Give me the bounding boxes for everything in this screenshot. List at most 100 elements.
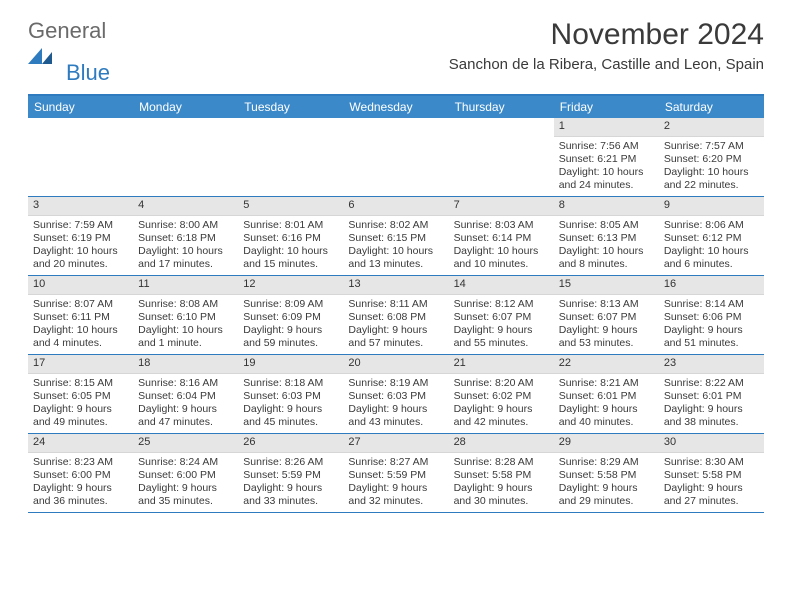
brand-part1: General (28, 18, 106, 43)
daylight1-text: Daylight: 10 hours (559, 166, 654, 179)
cell-body: Sunrise: 8:28 AMSunset: 5:58 PMDaylight:… (449, 453, 554, 512)
day-number: 30 (659, 434, 764, 453)
cell-body: Sunrise: 8:26 AMSunset: 5:59 PMDaylight:… (238, 453, 343, 512)
cell-body: Sunrise: 8:05 AMSunset: 6:13 PMDaylight:… (554, 216, 659, 275)
calendar-week-row: 1Sunrise: 7:56 AMSunset: 6:21 PMDaylight… (28, 118, 764, 197)
sunrise-text: Sunrise: 8:08 AM (138, 298, 233, 311)
sunset-text: Sunset: 5:58 PM (664, 469, 759, 482)
day-number: 23 (659, 355, 764, 374)
cell-body: Sunrise: 8:18 AMSunset: 6:03 PMDaylight:… (238, 374, 343, 433)
calendar-cell: 12Sunrise: 8:09 AMSunset: 6:09 PMDayligh… (238, 276, 343, 354)
daylight2-text: and 8 minutes. (559, 258, 654, 271)
daylight1-text: Daylight: 10 hours (559, 245, 654, 258)
daylight2-text: and 29 minutes. (559, 495, 654, 508)
weekday-header: Friday (554, 96, 659, 118)
calendar-cell: 22Sunrise: 8:21 AMSunset: 6:01 PMDayligh… (554, 355, 659, 433)
sunrise-text: Sunrise: 8:02 AM (348, 219, 443, 232)
day-number: 21 (449, 355, 554, 374)
daylight2-text: and 36 minutes. (33, 495, 128, 508)
cell-body: Sunrise: 8:14 AMSunset: 6:06 PMDaylight:… (659, 295, 764, 354)
calendar-cell: 16Sunrise: 8:14 AMSunset: 6:06 PMDayligh… (659, 276, 764, 354)
weekday-header: Wednesday (343, 96, 448, 118)
calendar-cell: 18Sunrise: 8:16 AMSunset: 6:04 PMDayligh… (133, 355, 238, 433)
daylight1-text: Daylight: 9 hours (454, 403, 549, 416)
daylight2-text: and 20 minutes. (33, 258, 128, 271)
daylight2-text: and 6 minutes. (664, 258, 759, 271)
sunrise-text: Sunrise: 8:23 AM (33, 456, 128, 469)
sunset-text: Sunset: 6:01 PM (559, 390, 654, 403)
day-number: 26 (238, 434, 343, 453)
sunset-text: Sunset: 6:03 PM (243, 390, 338, 403)
calendar-cell: 4Sunrise: 8:00 AMSunset: 6:18 PMDaylight… (133, 197, 238, 275)
daylight1-text: Daylight: 9 hours (664, 403, 759, 416)
daylight2-text: and 27 minutes. (664, 495, 759, 508)
day-number: 28 (449, 434, 554, 453)
day-number: 16 (659, 276, 764, 295)
daylight2-text: and 55 minutes. (454, 337, 549, 350)
calendar-cell (449, 118, 554, 196)
sunrise-text: Sunrise: 8:27 AM (348, 456, 443, 469)
sunset-text: Sunset: 6:07 PM (559, 311, 654, 324)
sunrise-text: Sunrise: 8:11 AM (348, 298, 443, 311)
calendar-cell: 7Sunrise: 8:03 AMSunset: 6:14 PMDaylight… (449, 197, 554, 275)
daylight2-text: and 59 minutes. (243, 337, 338, 350)
weekday-header-row: Sunday Monday Tuesday Wednesday Thursday… (28, 96, 764, 118)
day-number: 3 (28, 197, 133, 216)
sunset-text: Sunset: 6:20 PM (664, 153, 759, 166)
sunset-text: Sunset: 6:03 PM (348, 390, 443, 403)
sunset-text: Sunset: 6:08 PM (348, 311, 443, 324)
weekday-header: Tuesday (238, 96, 343, 118)
sunset-text: Sunset: 6:11 PM (33, 311, 128, 324)
daylight1-text: Daylight: 9 hours (243, 482, 338, 495)
daylight2-text: and 33 minutes. (243, 495, 338, 508)
day-number: 12 (238, 276, 343, 295)
sunset-text: Sunset: 5:58 PM (454, 469, 549, 482)
daylight1-text: Daylight: 9 hours (348, 482, 443, 495)
cell-body: Sunrise: 8:21 AMSunset: 6:01 PMDaylight:… (554, 374, 659, 433)
daylight2-text: and 53 minutes. (559, 337, 654, 350)
calendar-cell: 5Sunrise: 8:01 AMSunset: 6:16 PMDaylight… (238, 197, 343, 275)
daylight1-text: Daylight: 10 hours (33, 324, 128, 337)
calendar-cell: 19Sunrise: 8:18 AMSunset: 6:03 PMDayligh… (238, 355, 343, 433)
sunset-text: Sunset: 6:21 PM (559, 153, 654, 166)
daylight1-text: Daylight: 9 hours (33, 403, 128, 416)
sunrise-text: Sunrise: 8:07 AM (33, 298, 128, 311)
cell-body: Sunrise: 8:00 AMSunset: 6:18 PMDaylight:… (133, 216, 238, 275)
daylight1-text: Daylight: 10 hours (664, 245, 759, 258)
cell-body: Sunrise: 8:30 AMSunset: 5:58 PMDaylight:… (659, 453, 764, 512)
daylight2-text: and 10 minutes. (454, 258, 549, 271)
daylight1-text: Daylight: 9 hours (243, 403, 338, 416)
sunrise-text: Sunrise: 8:29 AM (559, 456, 654, 469)
cell-body: Sunrise: 7:56 AMSunset: 6:21 PMDaylight:… (554, 137, 659, 196)
day-number: 27 (343, 434, 448, 453)
daylight1-text: Daylight: 9 hours (664, 324, 759, 337)
location-subtitle: Sanchon de la Ribera, Castille and Leon,… (449, 56, 764, 73)
day-number: 1 (554, 118, 659, 137)
day-number: 11 (133, 276, 238, 295)
calendar-cell: 24Sunrise: 8:23 AMSunset: 6:00 PMDayligh… (28, 434, 133, 512)
cell-body: Sunrise: 8:09 AMSunset: 6:09 PMDaylight:… (238, 295, 343, 354)
daylight1-text: Daylight: 10 hours (33, 245, 128, 258)
day-number: 14 (449, 276, 554, 295)
cell-body: Sunrise: 8:23 AMSunset: 6:00 PMDaylight:… (28, 453, 133, 512)
daylight1-text: Daylight: 9 hours (33, 482, 128, 495)
sunset-text: Sunset: 6:18 PM (138, 232, 233, 245)
calendar-cell: 15Sunrise: 8:13 AMSunset: 6:07 PMDayligh… (554, 276, 659, 354)
sunrise-text: Sunrise: 7:59 AM (33, 219, 128, 232)
daylight1-text: Daylight: 9 hours (138, 403, 233, 416)
daylight1-text: Daylight: 9 hours (559, 482, 654, 495)
daylight1-text: Daylight: 9 hours (454, 324, 549, 337)
sunrise-text: Sunrise: 8:21 AM (559, 377, 654, 390)
calendar-cell (28, 118, 133, 196)
daylight2-text: and 4 minutes. (33, 337, 128, 350)
day-number: 4 (133, 197, 238, 216)
brand-text: General Blue (28, 18, 110, 86)
calendar-cell: 1Sunrise: 7:56 AMSunset: 6:21 PMDaylight… (554, 118, 659, 196)
calendar-cell: 8Sunrise: 8:05 AMSunset: 6:13 PMDaylight… (554, 197, 659, 275)
day-number: 24 (28, 434, 133, 453)
daylight2-text: and 15 minutes. (243, 258, 338, 271)
daylight1-text: Daylight: 9 hours (243, 324, 338, 337)
sunset-text: Sunset: 6:19 PM (33, 232, 128, 245)
sunset-text: Sunset: 6:04 PM (138, 390, 233, 403)
cell-body: Sunrise: 8:19 AMSunset: 6:03 PMDaylight:… (343, 374, 448, 433)
